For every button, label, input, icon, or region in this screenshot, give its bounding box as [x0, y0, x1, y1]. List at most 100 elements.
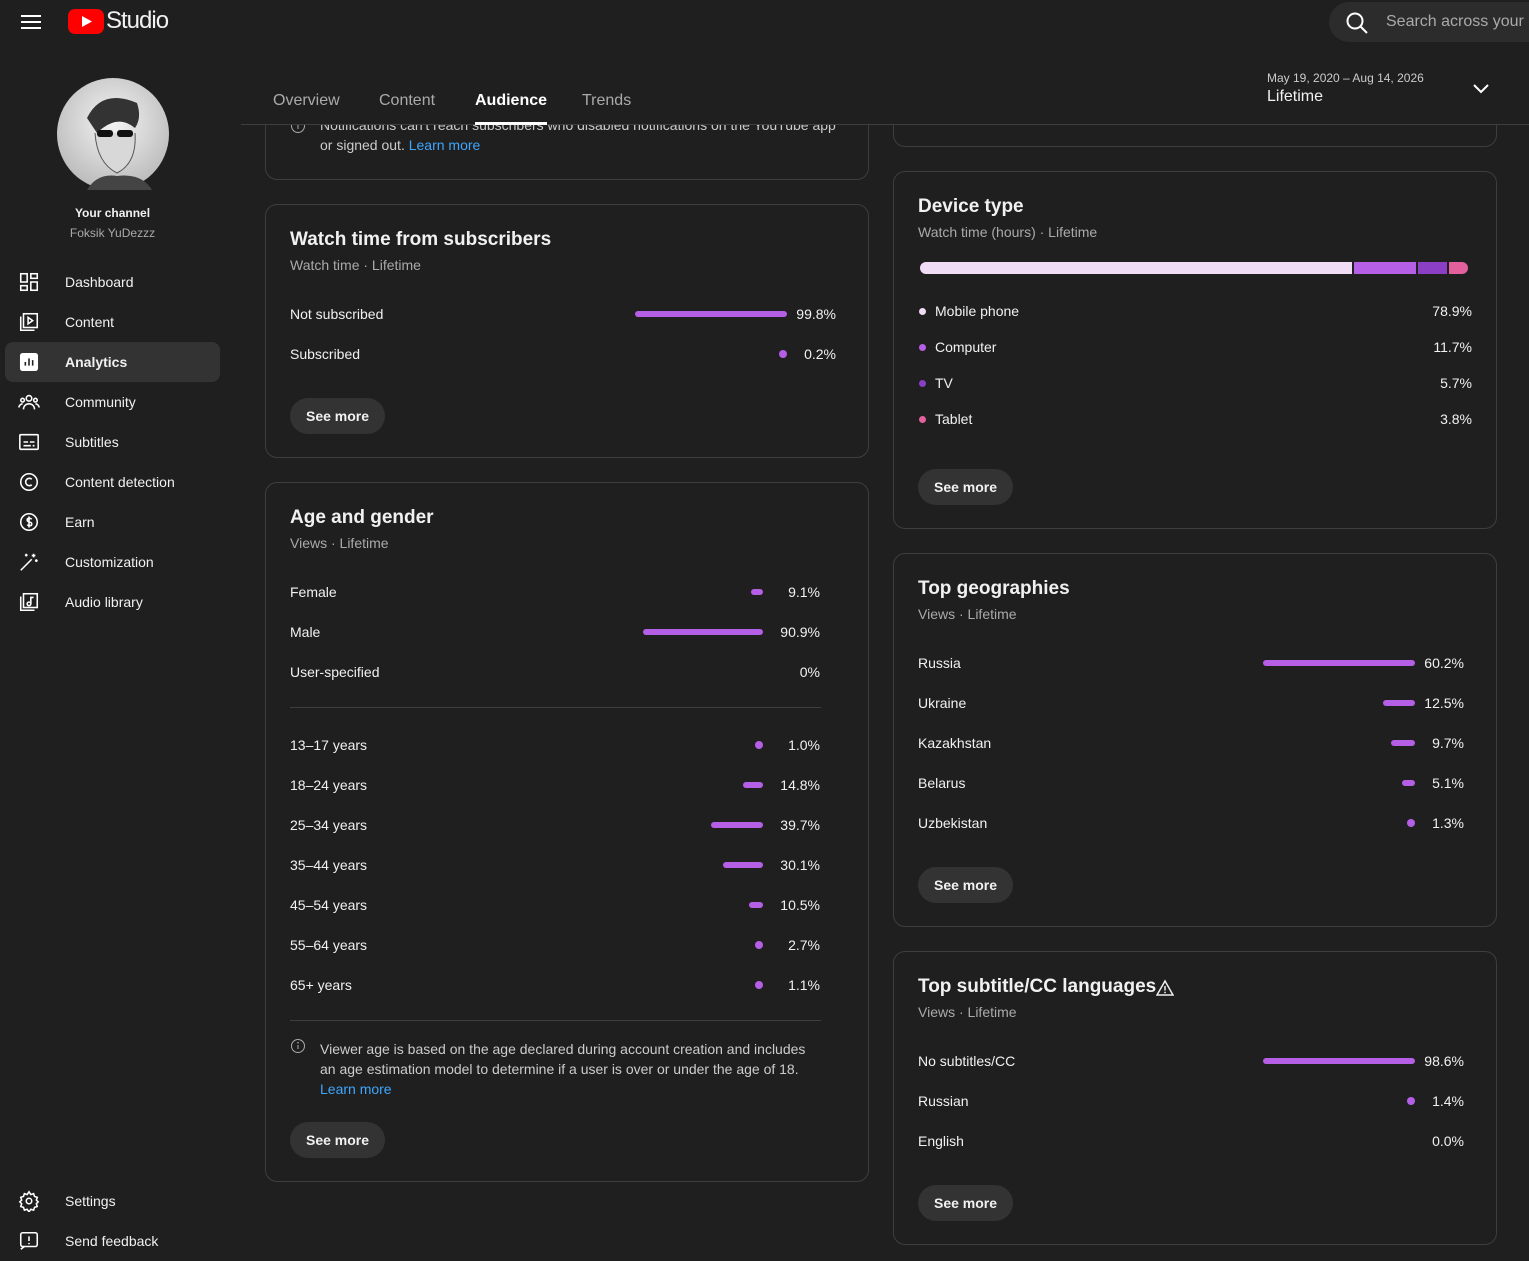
row-label: 65+ years — [290, 977, 352, 993]
row-value: 78.9% — [1432, 303, 1472, 319]
nav-item[interactable]: Content detection — [5, 462, 220, 502]
tab[interactable]: Content — [379, 92, 436, 109]
see-more-button[interactable]: See more — [290, 1122, 386, 1158]
row-value: 90.9% — [780, 624, 820, 640]
warning-icon[interactable] — [1156, 979, 1174, 997]
nav-icon — [19, 352, 39, 372]
card-title: Age and gender — [290, 507, 434, 528]
row-label: Female — [290, 584, 337, 600]
search-icon — [1346, 12, 1368, 34]
nav-label: Earn — [65, 514, 95, 530]
nav-icon — [19, 272, 39, 292]
tab-underline — [475, 122, 548, 125]
age-note: Viewer age is based on the age declared … — [320, 1039, 815, 1099]
row-value: 60.2% — [1424, 655, 1464, 671]
row-value: 9.7% — [1432, 735, 1464, 751]
row-label: 18–24 years — [290, 777, 368, 793]
see-more-button[interactable]: See more — [918, 469, 1014, 505]
row-value: 0.0% — [1432, 1133, 1464, 1149]
nav-item[interactable]: Earn — [5, 502, 220, 542]
learn-more-link[interactable]: Learn more — [320, 1081, 392, 1097]
nav-label: Community — [65, 394, 136, 410]
nav-icon — [19, 512, 39, 532]
divider — [290, 707, 821, 708]
bar — [1407, 819, 1415, 827]
row-label: Ukraine — [918, 695, 967, 711]
nav-item[interactable]: Settings — [5, 1181, 220, 1221]
search-placeholder: Search across your c — [1386, 13, 1529, 30]
nav-icon — [19, 592, 39, 612]
menu-button[interactable] — [20, 13, 42, 31]
card-subtitle: Views · Lifetime — [290, 535, 389, 551]
date-preset[interactable]: Lifetime — [1267, 88, 1324, 105]
row-value: 2.7% — [788, 937, 820, 953]
card-title: Top geographies — [918, 578, 1070, 599]
row-value: 5.1% — [1432, 775, 1464, 791]
subtitle-languages-card: Top subtitle/CC languages Views · Lifeti… — [893, 951, 1497, 1245]
nav-item[interactable]: Community — [5, 382, 220, 422]
device-segment — [920, 262, 1352, 274]
nav-icon — [19, 472, 39, 492]
nav-item[interactable]: Send feedback — [5, 1221, 220, 1261]
search-box[interactable]: Search across your c — [1329, 2, 1529, 42]
see-more-button[interactable]: See more — [918, 1185, 1014, 1221]
nav-label: Send feedback — [65, 1233, 159, 1249]
row-value: 0.2% — [804, 346, 836, 362]
bar — [635, 311, 787, 317]
row-label: TV — [935, 375, 953, 391]
bar — [755, 981, 763, 989]
learn-more-link[interactable]: Learn more — [408, 137, 481, 153]
nav-item[interactable]: Subtitles — [5, 422, 220, 462]
row-value: 5.7% — [1440, 375, 1472, 391]
card-subtitle: Views · Lifetime — [918, 1004, 1017, 1020]
nav-item[interactable]: Dashboard — [5, 262, 220, 302]
card-title: Top subtitle/CC languages — [918, 976, 1157, 997]
device-segment — [1353, 262, 1416, 274]
age-gender-card: Age and gender Views · Lifetime Viewer a… — [265, 482, 869, 1182]
row-value: 99.8% — [796, 306, 836, 322]
bar — [750, 589, 763, 595]
row-label: English — [918, 1133, 964, 1149]
row-value: 1.1% — [788, 977, 820, 993]
row-label: 25–34 years — [290, 817, 368, 833]
nav-label: Customization — [65, 554, 154, 570]
row-value: 9.1% — [788, 584, 820, 600]
bar — [755, 741, 763, 749]
bar — [1407, 1097, 1415, 1105]
see-more-button[interactable]: See more — [290, 398, 386, 434]
dropdown-icon[interactable] — [1472, 83, 1490, 95]
date-range: May 19, 2020 – Aug 14, 2026 — [1267, 71, 1424, 85]
row-label: Kazakhstan — [918, 735, 992, 751]
row-label: Subscribed — [290, 346, 361, 362]
logo-text: Studio — [106, 7, 169, 34]
card-title: Watch time from subscribers — [290, 229, 552, 250]
row-value: 0% — [799, 664, 820, 680]
row-value: 12.5% — [1424, 695, 1464, 711]
nav-item[interactable]: Analytics — [5, 342, 220, 382]
tab[interactable]: Overview — [273, 92, 340, 109]
device-segment — [1449, 262, 1468, 274]
nav-item[interactable]: Customization — [5, 542, 220, 582]
divider — [290, 1020, 821, 1021]
nav-label: Analytics — [65, 354, 128, 370]
row-value: 14.8% — [780, 777, 820, 793]
tab[interactable]: Trends — [582, 92, 632, 109]
nav-item[interactable]: Content — [5, 302, 220, 342]
row-label: Computer — [935, 339, 997, 355]
note-text: Viewer age is based on the age declared … — [320, 1041, 806, 1077]
card-subtitle: Views · Lifetime — [918, 606, 1017, 622]
youtube-logo[interactable] — [68, 9, 106, 35]
nav-icon — [18, 1190, 40, 1212]
row-label: Not subscribed — [290, 306, 384, 322]
bar — [710, 822, 763, 828]
bar — [1383, 700, 1415, 706]
see-more-button[interactable]: See more — [918, 867, 1014, 903]
bar — [643, 629, 763, 635]
row-label: Male — [290, 624, 321, 640]
legend-dot — [919, 379, 926, 387]
tab[interactable]: Audience — [475, 92, 548, 125]
nav-item[interactable]: Audio library — [5, 582, 220, 622]
device-segment — [1417, 262, 1448, 274]
channel-avatar[interactable] — [57, 78, 169, 190]
row-value: 1.0% — [788, 737, 820, 753]
